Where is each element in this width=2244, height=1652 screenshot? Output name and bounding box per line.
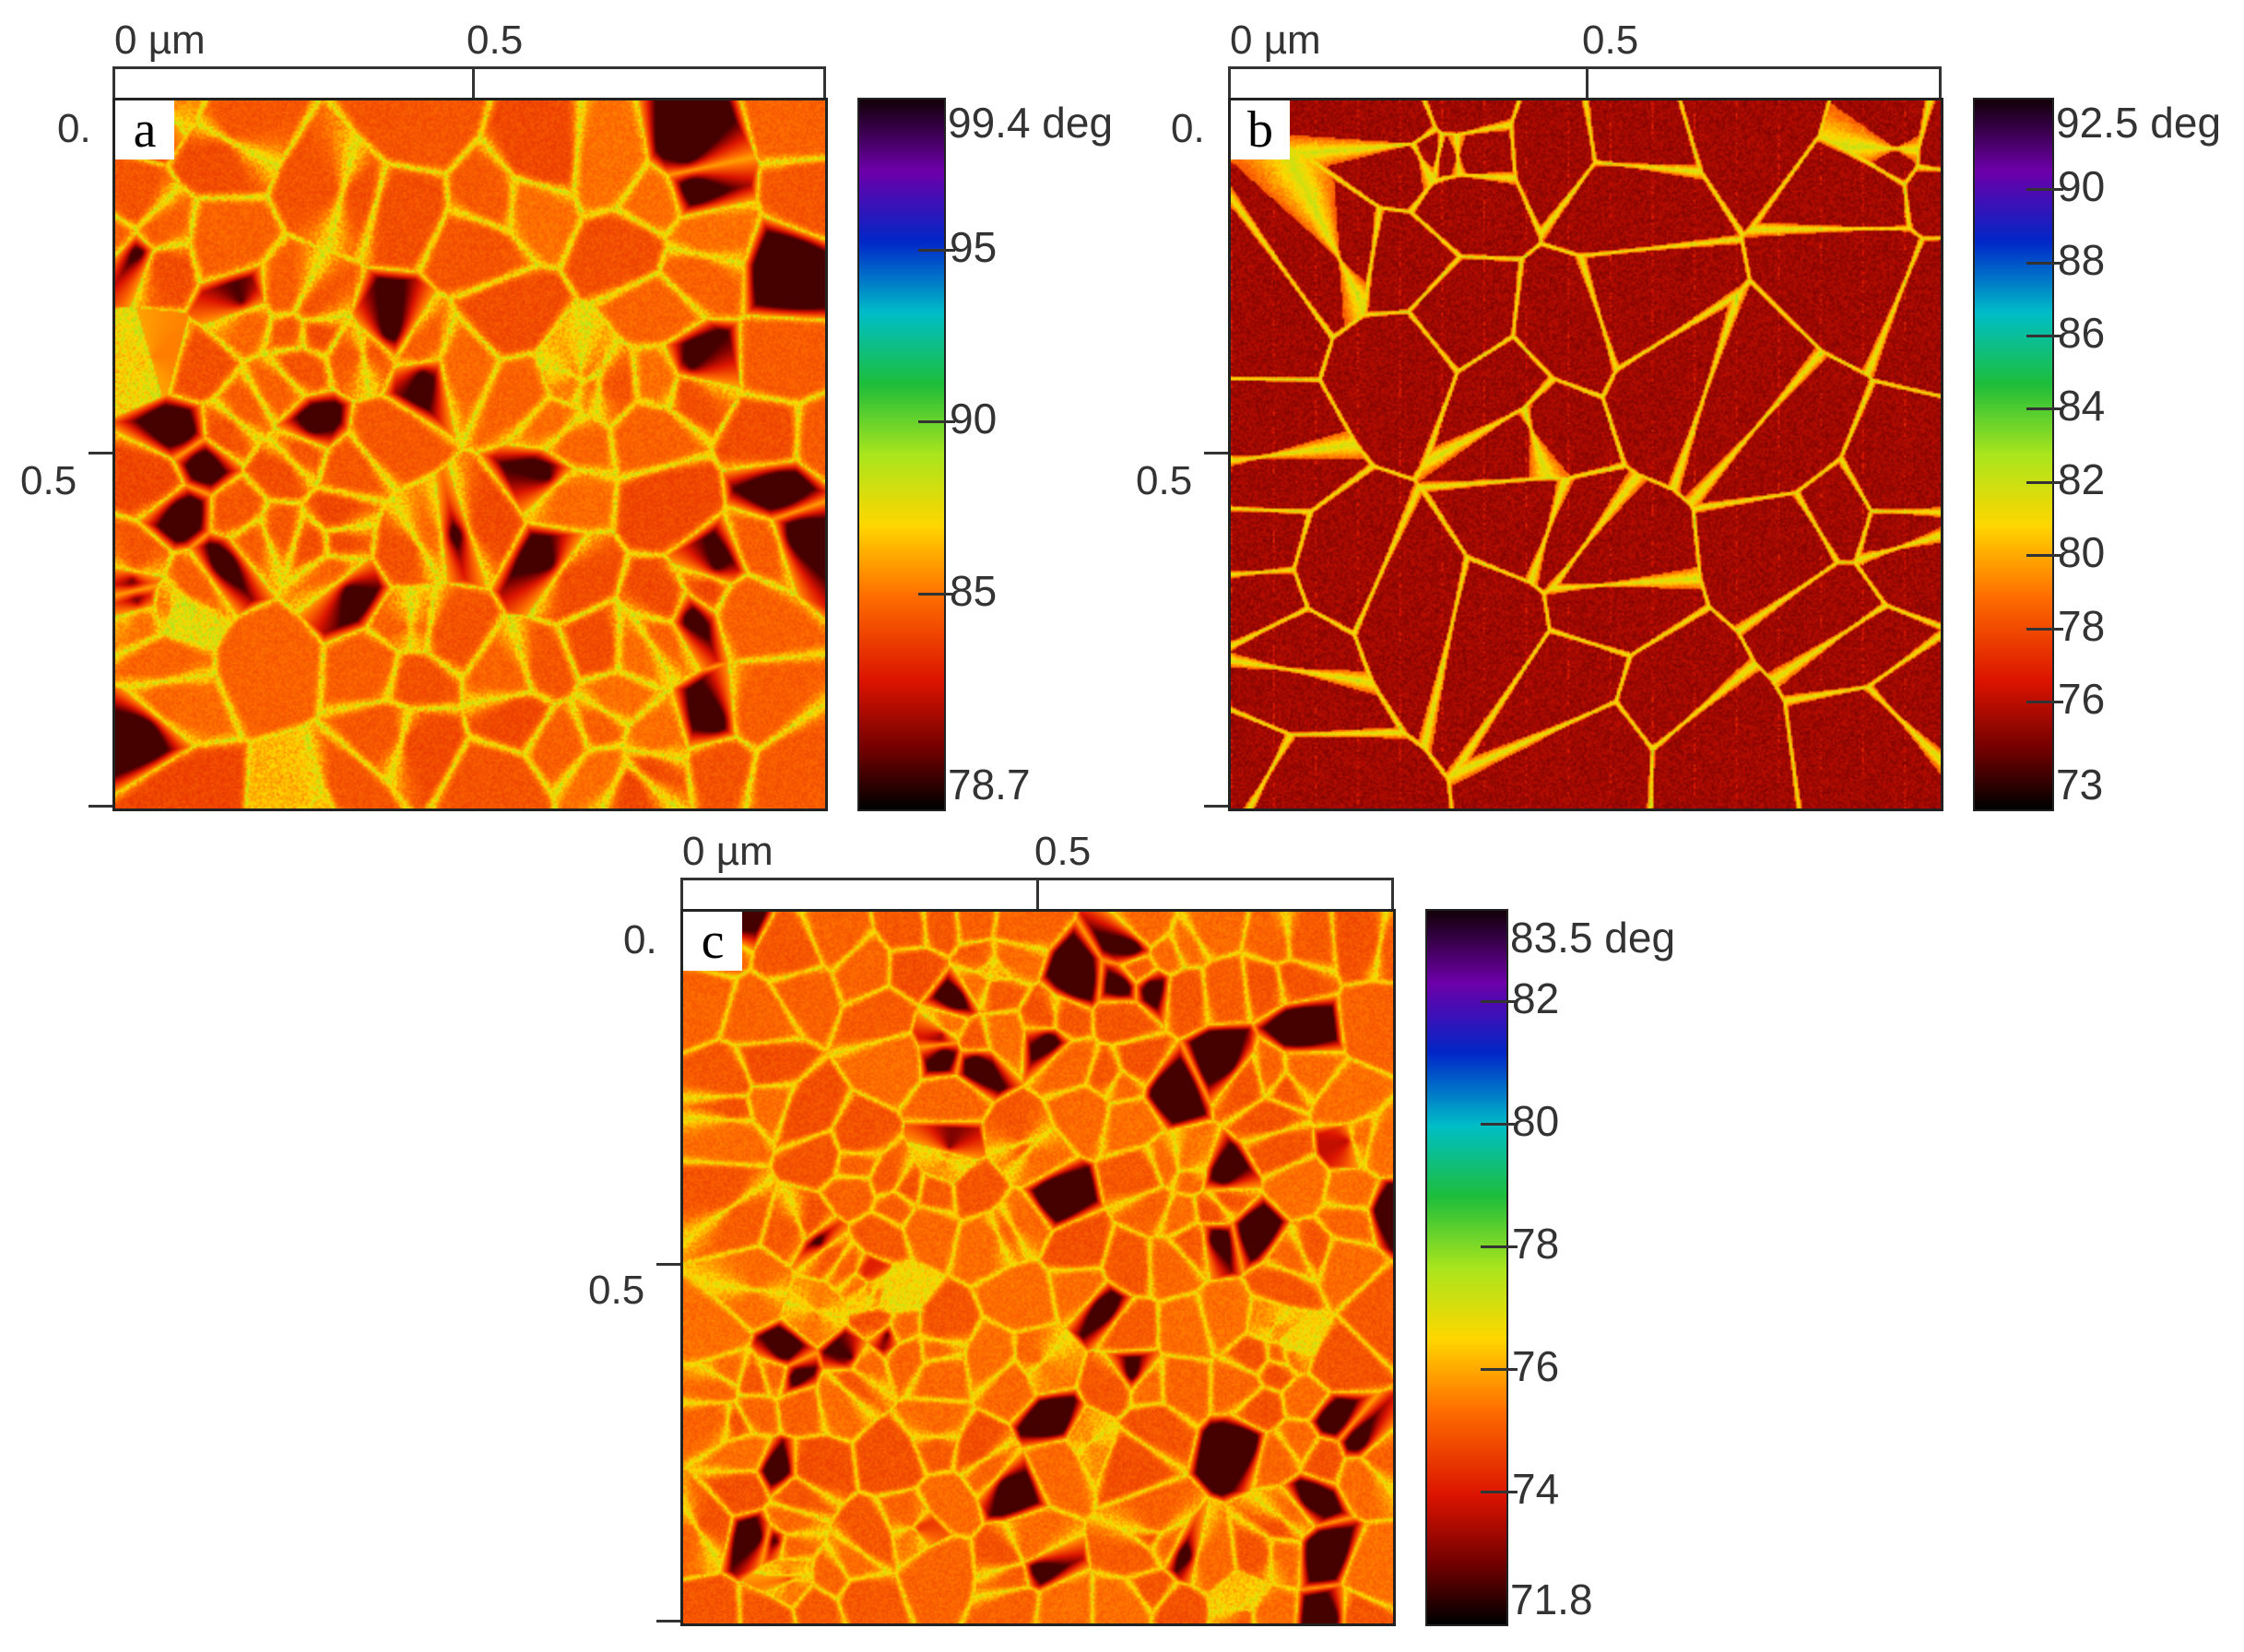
y-axis-label-top: 0.: [57, 106, 91, 151]
colorbar-tick: [1481, 1122, 1518, 1126]
phase-image-b: b: [1228, 98, 1943, 811]
colorbar-tick: [2026, 627, 2063, 631]
colorbar-tick: [2026, 261, 2063, 265]
colorbar-gradient: [859, 100, 944, 809]
colorbar-a: [857, 98, 946, 811]
colorbar-max-label: 99.4 deg: [948, 99, 1114, 147]
colorbar-tick: [2026, 700, 2063, 703]
y-axis-tick: [656, 1263, 684, 1266]
colorbar-tick-label: 80: [2058, 528, 2106, 577]
y-axis-tick: [656, 1620, 684, 1622]
colorbar-tick-label: 88: [2058, 235, 2106, 284]
colorbar-tick-label: 86: [2058, 309, 2106, 357]
y-axis-label-top: 0.: [623, 917, 657, 962]
colorbar-tick-label: 76: [1512, 1341, 1560, 1390]
panel-letter: a: [115, 100, 174, 159]
colorbar-tick-label: 85: [950, 567, 998, 616]
x-axis-label-mid: 0.5: [1034, 829, 1092, 874]
colorbar-tick-label: 80: [1512, 1096, 1560, 1145]
colorbar-tick: [918, 420, 955, 424]
x-axis-label-mid: 0.5: [467, 18, 524, 63]
x-axis-tick: [1391, 878, 1394, 911]
phase-map-canvas: [1231, 100, 1941, 808]
colorbar-max-label: 83.5 deg: [1510, 914, 1676, 962]
colorbar-tick-label: 82: [1512, 974, 1560, 1022]
colorbar-tick-label: 74: [1512, 1464, 1560, 1513]
x-axis-tick: [1939, 66, 1942, 100]
colorbar-tick: [1481, 999, 1518, 1003]
x-axis-label-start: 0 µm: [1230, 18, 1321, 63]
colorbar-max-label: 92.5 deg: [2056, 99, 2222, 147]
y-axis-label-mid: 0.5: [588, 1268, 645, 1313]
colorbar-tick-label: 95: [950, 222, 998, 271]
y-axis-label-top: 0.: [1171, 106, 1205, 151]
colorbar-min-label: 78.7: [948, 761, 1031, 808]
y-axis-tick: [89, 452, 116, 454]
x-axis-tick: [472, 66, 475, 100]
y-axis-tick: [1204, 805, 1232, 808]
colorbar-tick: [2026, 480, 2063, 484]
y-axis-label-mid: 0.5: [20, 458, 77, 503]
colorbar-tick: [1481, 1245, 1518, 1248]
phase-map-canvas: [683, 912, 1393, 1623]
colorbar-tick: [2026, 554, 2063, 558]
y-axis-label-mid: 0.5: [1136, 458, 1193, 503]
colorbar-tick: [918, 248, 955, 252]
colorbar-tick: [1481, 1367, 1518, 1371]
colorbar-tick-label: 78: [2058, 601, 2106, 650]
x-axis-line: [112, 66, 826, 69]
x-axis-label-mid: 0.5: [1582, 18, 1639, 63]
colorbar-gradient: [1975, 100, 2052, 809]
colorbar-tick-label: 78: [1512, 1219, 1560, 1268]
phase-map-canvas: [115, 100, 825, 808]
colorbar-tick-label: 84: [2058, 382, 2106, 431]
colorbar-tick-label: 76: [2058, 674, 2106, 723]
colorbar-tick-label: 90: [950, 395, 998, 443]
panel-letter: c: [683, 912, 742, 971]
colorbar-min-label: 71.8: [1510, 1575, 1593, 1623]
colorbar-tick: [1481, 1490, 1518, 1493]
colorbar-tick: [2026, 335, 2063, 337]
colorbar-tick-label: 90: [2058, 162, 2106, 211]
phase-image-a: a: [112, 98, 828, 811]
colorbar-gradient: [1427, 911, 1506, 1624]
panel-letter: b: [1231, 100, 1290, 159]
colorbar-b: [1973, 98, 2054, 811]
x-axis-tick: [1036, 878, 1039, 911]
colorbar-min-label: 73: [2056, 761, 2104, 808]
x-axis-label-start: 0 µm: [682, 829, 774, 874]
x-axis-line: [1228, 66, 1942, 69]
phase-image-c: c: [680, 909, 1396, 1626]
x-axis-label-start: 0 µm: [114, 18, 206, 63]
y-axis-tick: [1204, 452, 1232, 454]
x-axis-tick: [1586, 66, 1589, 100]
colorbar-tick: [918, 593, 955, 596]
colorbar-c: [1425, 909, 1508, 1626]
y-axis-tick: [89, 805, 116, 808]
colorbar-tick-label: 82: [2058, 454, 2106, 503]
colorbar-tick: [2026, 188, 2063, 192]
colorbar-tick: [2026, 407, 2063, 411]
x-axis-tick: [823, 66, 826, 100]
